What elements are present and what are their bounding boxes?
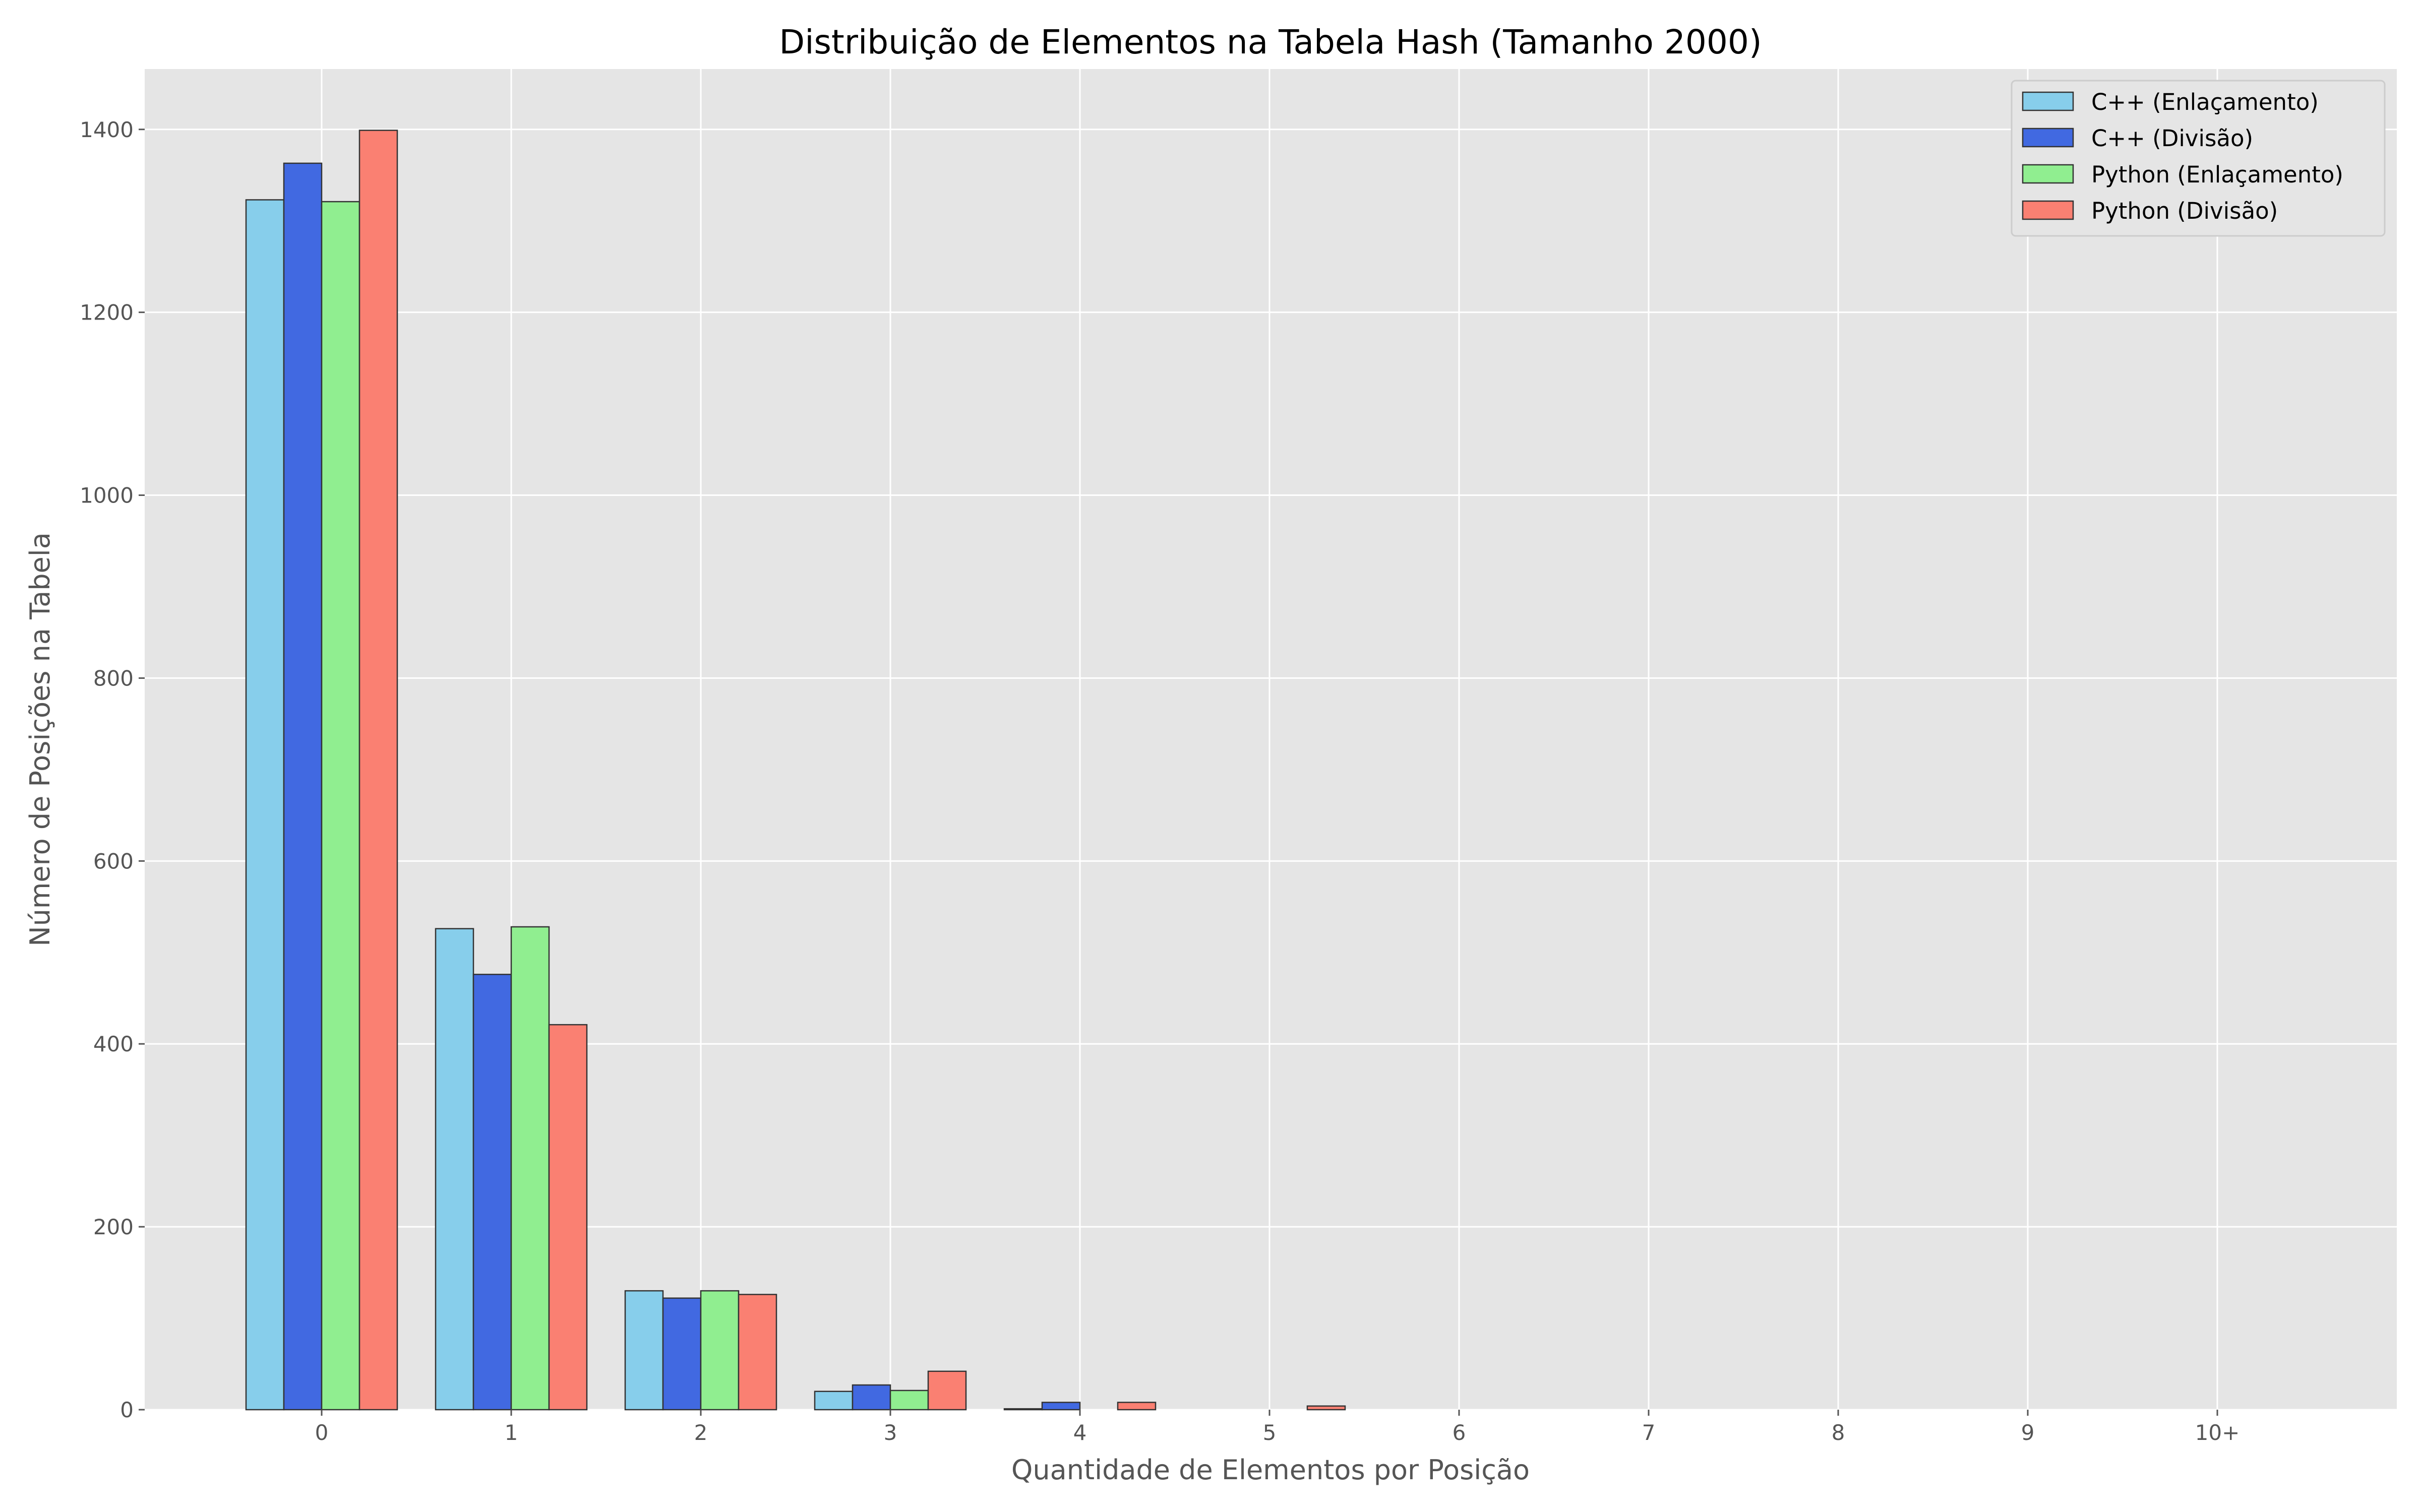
- x-tick-label: 5: [1263, 1420, 1277, 1445]
- y-tick-label: 0: [120, 1398, 134, 1422]
- x-tick-label: 4: [1073, 1420, 1087, 1445]
- x-tick-label: 9: [2021, 1420, 2035, 1445]
- x-tick-label: 6: [1453, 1420, 1466, 1445]
- y-axis-label: Número de Posições na Tabela: [24, 532, 56, 947]
- legend-label: Python (Divisão): [2091, 198, 2278, 224]
- bar: [662, 1297, 702, 1411]
- bar: [1041, 1402, 1081, 1411]
- y-tick-label: 1200: [80, 300, 134, 325]
- bar: [321, 201, 360, 1411]
- bars: [245, 130, 1346, 1411]
- y-tick-label: 800: [93, 666, 134, 690]
- x-tick-label: 0: [315, 1420, 329, 1445]
- x-tick-label: 2: [694, 1420, 708, 1445]
- bar: [814, 1391, 854, 1411]
- bar: [1117, 1402, 1157, 1411]
- legend-swatch: [2022, 164, 2074, 184]
- legend-frame: [2011, 80, 2386, 237]
- x-axis-label: Quantidade de Elementos por Posição: [1011, 1454, 1530, 1486]
- bar: [1003, 1408, 1043, 1411]
- bar: [435, 928, 474, 1411]
- legend: C++ (Enlaçamento) C++ (Divisão) Python (En…: [2011, 80, 2386, 237]
- legend-label: C++ (Divisão): [2091, 125, 2253, 152]
- y-tick-label: 1000: [80, 483, 134, 508]
- x-tick-label: 3: [884, 1420, 897, 1445]
- x-tick-label: 10+: [2195, 1420, 2240, 1445]
- bar: [889, 1390, 929, 1411]
- x-tick-label: 1: [505, 1420, 518, 1445]
- x-tick-label: 8: [1832, 1420, 1845, 1445]
- legend-label: Python (Enlaçamento): [2091, 161, 2343, 188]
- y-tick-label: 400: [93, 1032, 134, 1056]
- bar: [472, 974, 512, 1411]
- y-ticks: 0 200 400 600 800 1000 1200 1400: [80, 117, 145, 1422]
- bar: [358, 130, 398, 1411]
- chart-title: Distribuição de Elementos na Tabela Hash…: [779, 23, 1762, 61]
- legend-label: C++ (Enlaçamento): [2091, 89, 2319, 115]
- bar: [245, 199, 285, 1411]
- bar: [700, 1290, 740, 1411]
- bar: [927, 1370, 967, 1411]
- legend-swatch: [2022, 91, 2074, 111]
- bar: [510, 926, 550, 1411]
- bar: [283, 162, 323, 1411]
- bar: [738, 1294, 777, 1411]
- x-ticks: 0 1 2 3 4 5 6 7 8 9 10+: [315, 1410, 2240, 1445]
- y-tick-label: 200: [93, 1215, 134, 1239]
- bar: [1306, 1405, 1346, 1411]
- legend-swatch: [2022, 128, 2074, 148]
- y-tick-label: 1400: [80, 117, 134, 142]
- bar: [852, 1384, 891, 1411]
- bar: [624, 1290, 664, 1411]
- x-tick-label: 7: [1642, 1420, 1656, 1445]
- legend-swatch: [2022, 200, 2074, 220]
- bar: [548, 1024, 588, 1411]
- y-tick-label: 600: [93, 849, 134, 873]
